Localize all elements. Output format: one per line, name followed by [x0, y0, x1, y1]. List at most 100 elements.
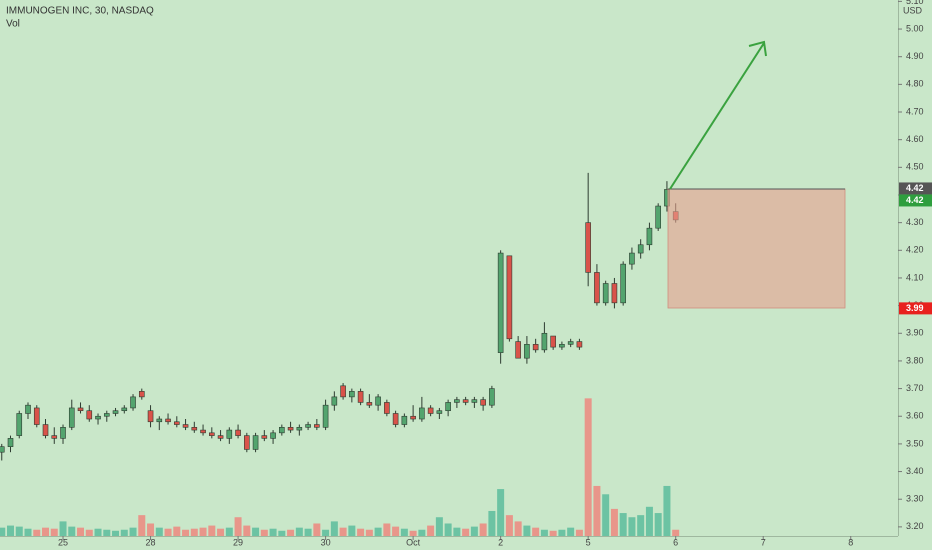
y-tick-label: 5.10: [906, 0, 924, 6]
candle-body: [445, 402, 451, 412]
y-tick-label: 4.10: [906, 272, 924, 282]
volume-bar: [619, 513, 627, 536]
candle-body: [480, 399, 486, 406]
candle-body: [121, 407, 128, 412]
volume-bar: [155, 527, 163, 536]
candle-body: [532, 344, 539, 351]
candle-body: [103, 413, 110, 417]
volume-bar: [383, 523, 391, 536]
candle-body: [200, 429, 206, 434]
volume-bar: [269, 528, 277, 536]
volume-bar: [637, 515, 645, 536]
candle-body: [349, 391, 355, 398]
volume-bar: [575, 529, 583, 536]
candle-body: [331, 396, 338, 406]
candle-body: [235, 429, 241, 436]
volume-bar: [129, 527, 137, 536]
x-tick-label: 30: [321, 537, 331, 547]
y-tick-label: 4.90: [906, 51, 924, 61]
volume-bar: [514, 521, 522, 536]
y-tick-label: 4.20: [906, 245, 924, 255]
candle-body: [594, 272, 600, 304]
candle-body: [314, 424, 320, 428]
candle-body: [462, 399, 469, 403]
candle-body: [585, 222, 591, 273]
volume-bar: [497, 489, 505, 536]
volume-bar: [225, 527, 233, 536]
volume-bar: [59, 521, 67, 536]
volume-bar: [15, 526, 23, 536]
volume-bar: [190, 528, 198, 536]
candle-body: [629, 252, 635, 265]
candle-body: [550, 335, 556, 348]
candle-body: [436, 410, 443, 414]
candle-body: [252, 435, 259, 450]
candle-body: [427, 407, 434, 414]
y-tick-label: 4.30: [906, 217, 924, 227]
volume-bar: [147, 523, 155, 536]
x-tick-label: 7: [761, 537, 766, 547]
volume-bar: [558, 529, 566, 536]
candle-body: [305, 424, 311, 428]
candle-body: [156, 418, 163, 423]
y-tick-label: 4.60: [906, 134, 924, 144]
volume-bar: [540, 529, 548, 536]
price-label-bg: [899, 302, 932, 315]
y-tick-label: 3.30: [906, 494, 924, 504]
volume-bar: [663, 485, 671, 536]
arrow-head: [748, 40, 767, 57]
candle-body: [567, 341, 574, 345]
x-tick-label: 29: [233, 537, 243, 547]
candle-body: [0, 446, 5, 453]
volume-bar: [7, 525, 15, 536]
candle-body: [209, 432, 215, 436]
x-tick-label: 8: [848, 537, 853, 547]
volume-bar: [435, 517, 443, 536]
volume-bar: [234, 517, 242, 536]
x-tick-label: 5: [586, 537, 591, 547]
volume-bar: [549, 530, 557, 536]
risk-box: [667, 188, 846, 309]
candle-body: [410, 415, 416, 420]
candle-body: [60, 427, 66, 439]
volume-bar: [120, 529, 128, 536]
candle-body: [489, 388, 495, 406]
candle-body: [375, 396, 381, 406]
chart-title: IMMUNOGEN INC, 30, NASDAQ: [6, 6, 154, 17]
volume-bar: [295, 527, 303, 536]
price-label-bg: [899, 182, 932, 195]
volume-bar: [479, 523, 487, 536]
volume-bar: [400, 528, 408, 536]
volume-bar: [278, 530, 286, 536]
volume-bar: [243, 525, 251, 536]
candle-body: [226, 429, 233, 439]
volume-bar: [330, 521, 338, 536]
volume-bar: [68, 526, 76, 536]
candle-body: [366, 402, 373, 406]
volume-bar: [50, 528, 58, 536]
volume-bar: [252, 527, 260, 536]
x-tick-label: 25: [58, 537, 68, 547]
volume-bar: [138, 515, 146, 536]
x-tick-label: 2: [498, 537, 503, 547]
candle-body: [7, 438, 14, 447]
candle-body: [112, 410, 119, 414]
volume-bar: [462, 528, 470, 536]
candle-body: [541, 332, 548, 351]
volume-bar: [602, 494, 610, 536]
volume-bar: [182, 529, 190, 536]
candle-body: [637, 244, 644, 254]
volume-bar: [453, 527, 461, 536]
volume-bar: [112, 530, 120, 536]
volume-bar: [532, 527, 540, 536]
candle-body: [95, 415, 101, 420]
price-label: 4.42: [906, 183, 924, 193]
volume-bar: [217, 528, 225, 536]
candle-body: [524, 344, 530, 359]
price-label-bg: [899, 194, 932, 207]
volume-bar: [523, 525, 531, 536]
candle-body: [357, 391, 364, 403]
candle-body: [182, 424, 189, 428]
